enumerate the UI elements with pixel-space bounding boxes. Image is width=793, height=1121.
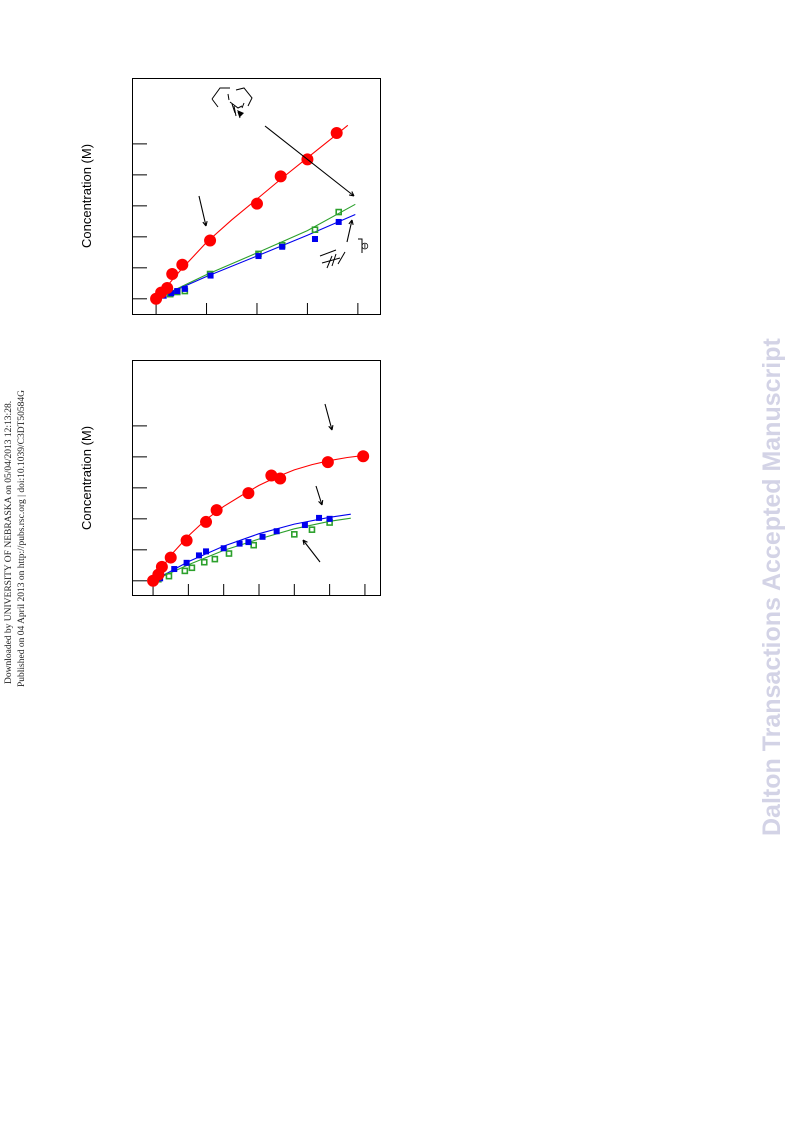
blue-square-point <box>236 540 243 547</box>
blue-square-point <box>195 552 202 559</box>
blue-square-point <box>259 533 266 540</box>
red-circle-point <box>161 281 174 294</box>
red-circle-point <box>164 551 177 564</box>
blue-square-point <box>335 218 342 225</box>
red-circle-point <box>200 515 213 528</box>
blue-square-point <box>181 285 188 292</box>
annotation-arrow <box>264 125 355 197</box>
blue-square-point <box>207 272 214 279</box>
green-open-square-point <box>335 208 342 216</box>
structure-bond <box>326 255 333 269</box>
green-open-square-point <box>291 531 298 538</box>
green-open-square-point <box>200 558 208 566</box>
green-open-square-point <box>311 226 319 234</box>
publish-note: Published on 04 April 2013 on http://pub… <box>17 389 27 687</box>
red-circle-point <box>176 258 189 271</box>
red-circle-point <box>330 127 343 140</box>
blue-square-point <box>245 539 252 546</box>
green-open-square-point <box>250 541 258 549</box>
structure-bond <box>227 93 243 114</box>
green-open-square-point <box>181 567 189 575</box>
red-fit-line <box>155 124 349 300</box>
annotation-arrow <box>198 195 208 227</box>
structure-bond <box>211 87 230 108</box>
green-open-square-point <box>188 564 196 572</box>
blue-square-point <box>301 522 308 529</box>
blue-square-point <box>183 559 190 566</box>
annotation-arrow <box>324 403 334 431</box>
green-open-square-point <box>225 550 233 557</box>
blue-square-point <box>279 243 286 250</box>
top-chart-ylabel: Concentration (M) <box>79 143 94 248</box>
bracket <box>358 238 363 253</box>
blue-square-point <box>255 253 262 260</box>
structure-bond <box>331 253 337 267</box>
green-open-square-point <box>308 526 316 533</box>
structure-bond <box>319 249 337 257</box>
annotation-arrow <box>346 219 354 243</box>
anion-structure-drawing <box>319 249 346 269</box>
red-circle-point <box>242 487 255 500</box>
structure-bond <box>337 251 346 265</box>
download-note: Downloaded by UNIVERSITY OF NEBRASKA on … <box>4 400 14 684</box>
green-open-square-point <box>165 572 173 580</box>
blue-square-point <box>174 288 181 295</box>
red-circle-point <box>166 268 179 281</box>
structure-bond <box>235 87 253 107</box>
green-open-square-point <box>211 555 219 563</box>
charge-annotation: ⊖ <box>360 242 371 250</box>
red-circle-point <box>180 534 193 547</box>
red-circle-point <box>155 560 168 573</box>
blue-square-point <box>316 514 323 521</box>
annotation-arrow <box>302 539 321 563</box>
red-circle-point <box>210 504 223 517</box>
green-fit-line <box>155 203 356 300</box>
bottom-chart-ylabel: Concentration (M) <box>79 425 94 530</box>
red-circle-point <box>274 170 287 183</box>
blue-square-point <box>273 528 280 535</box>
top-chart: ⊖ <box>132 78 381 315</box>
structure-bond <box>233 102 245 119</box>
watermark: Dalton Transactions Accepted Manuscript <box>758 338 786 836</box>
structure-bond <box>321 257 341 264</box>
blue-square-point <box>220 545 227 552</box>
red-circle-point <box>357 450 370 463</box>
molecule-structure-drawing <box>211 87 253 119</box>
plot-frame <box>132 360 381 596</box>
red-circle-point <box>204 234 217 247</box>
red-circle-point <box>321 456 334 469</box>
blue-square-point <box>311 236 318 243</box>
blue-square-point <box>168 290 175 297</box>
wedge-bond <box>237 110 244 117</box>
red-circle-point <box>274 472 287 485</box>
blue-square-point <box>326 515 333 522</box>
blue-square-point <box>171 566 178 573</box>
annotation-arrow <box>315 485 324 506</box>
blue-square-point <box>203 548 210 555</box>
red-circle-point <box>250 197 263 210</box>
bottom-chart <box>132 360 381 596</box>
